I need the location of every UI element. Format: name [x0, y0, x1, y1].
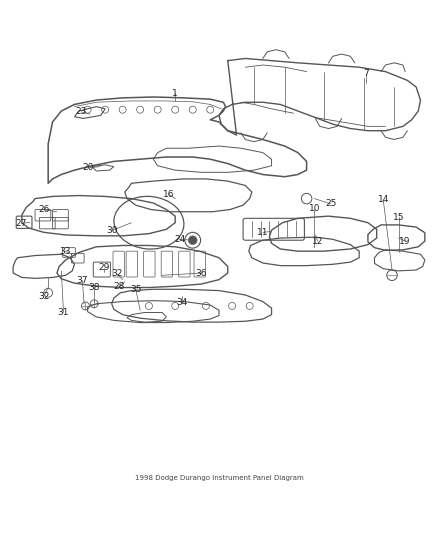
Text: 32: 32 — [38, 292, 49, 301]
Text: 23: 23 — [75, 107, 87, 116]
Text: 25: 25 — [325, 199, 336, 208]
Circle shape — [188, 236, 197, 245]
Text: 27: 27 — [15, 219, 27, 228]
Text: 30: 30 — [106, 226, 117, 235]
Text: 11: 11 — [257, 228, 268, 237]
Text: 20: 20 — [82, 164, 93, 173]
Text: 26: 26 — [38, 205, 49, 214]
Text: 19: 19 — [399, 237, 411, 246]
Text: 10: 10 — [309, 204, 320, 213]
Text: 37: 37 — [77, 276, 88, 285]
Text: 29: 29 — [99, 263, 110, 272]
Text: 24: 24 — [174, 235, 185, 244]
Text: 7: 7 — [363, 69, 369, 78]
Text: 38: 38 — [88, 283, 100, 292]
Text: 32: 32 — [112, 270, 123, 278]
Text: 35: 35 — [130, 285, 141, 294]
Text: 16: 16 — [163, 190, 174, 199]
Text: 15: 15 — [393, 213, 404, 222]
Text: 36: 36 — [196, 269, 207, 278]
Text: 28: 28 — [113, 282, 125, 290]
Text: 34: 34 — [176, 298, 187, 307]
Text: 1998 Dodge Durango Instrument Panel Diagram: 1998 Dodge Durango Instrument Panel Diag… — [134, 475, 304, 481]
Text: 14: 14 — [378, 196, 389, 205]
Text: 12: 12 — [312, 237, 323, 246]
Text: 31: 31 — [58, 308, 69, 317]
Text: 33: 33 — [59, 247, 71, 256]
Text: 1: 1 — [172, 89, 178, 98]
